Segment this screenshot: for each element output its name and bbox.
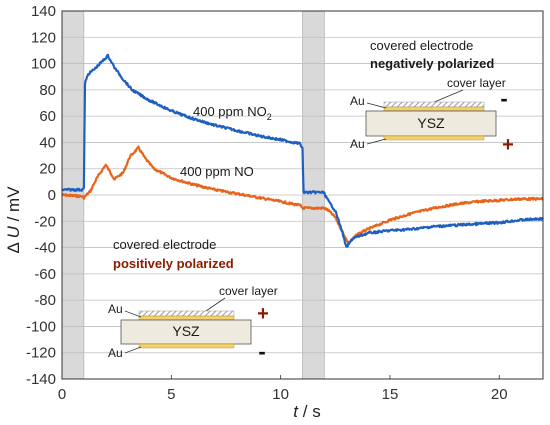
y-tick-label: -140 (26, 371, 56, 388)
series-lines (61, 53, 544, 248)
inset-bl-au-top (138, 315, 235, 321)
x-axis-title-unit: / s (298, 402, 321, 421)
y-tick-label: 120 (31, 29, 56, 46)
inset-bl-ysz-label: YSZ (172, 323, 200, 339)
y-tick-labels: 140 120 100 80 60 40 20 0 -20 -40 -60 -80 -100 -120 -1… (26, 3, 56, 388)
inset-tr-au-top-label: Au (350, 94, 365, 108)
x-tick-label: 15 (382, 386, 399, 403)
top-right-note-line2: negatively polarized (370, 56, 494, 71)
inset-bl-au-bottom-pointer (124, 346, 142, 354)
inset-tr-ysz-label: YSZ (417, 115, 445, 131)
inset-tr-au-top-pointer (366, 102, 387, 109)
inset-bl-sign-top: + (257, 303, 269, 325)
inset-bl-au-top-label: Au (108, 302, 123, 316)
y-axis-title-prefix: Δ (4, 238, 23, 253)
inset-bl-cover-layer-pointer (202, 297, 226, 314)
y-axis-title: Δ U / mV (4, 186, 23, 254)
inset-tr-au-bottom-pointer (366, 138, 387, 145)
y-tick-label: -120 (26, 345, 56, 362)
y-tick-label: -60 (34, 266, 56, 283)
inset-tr-sign-top: - (500, 86, 507, 111)
y-tick-label: 40 (39, 134, 56, 151)
inset-tr-cover-layer-label: cover layer (447, 76, 506, 90)
y-tick-label: -40 (34, 240, 56, 257)
inset-bl-au-bottom (138, 343, 235, 349)
x-tick-label: 5 (167, 386, 175, 403)
no-series-label: 400 ppm NO (180, 164, 254, 179)
no2-series-label: 400 ppm NO2 (193, 104, 272, 122)
y-tick-label: 0 (48, 187, 56, 204)
inset-tr-au-top (383, 106, 485, 112)
inset-bl-sign-bottom: - (258, 339, 265, 364)
x-tick-label: 0 (58, 386, 66, 403)
y-tick-label: -80 (34, 292, 56, 309)
bottom-left-note-line1: covered electrode (113, 237, 216, 252)
y-tick-label: 80 (39, 82, 56, 99)
y-tick-label: -20 (34, 213, 56, 230)
y-axis-title-unit: / mV (4, 186, 23, 226)
x-axis-title: t / s (293, 402, 320, 421)
series-line-no2 (61, 53, 544, 248)
inset-bl-cover-layer-label: cover layer (219, 284, 278, 298)
bottom-left-note-line2: positively polarized (113, 256, 234, 271)
inset-tr-au-bottom (383, 135, 485, 141)
top-right-note-line1: covered electrode (370, 38, 473, 53)
x-axis-title-var: t (293, 402, 299, 421)
plot-frame (61, 10, 544, 380)
inset-tr-sign-bottom: + (502, 134, 514, 156)
no2-series-label-main: 400 ppm NO (193, 104, 267, 119)
y-tick-label: 60 (39, 108, 56, 125)
sensor-inset-top-right: cover layer YSZ Au Au - + (350, 76, 514, 156)
inset-tr-cover-layer (383, 101, 485, 108)
x-tick-labels: 0 5 10 15 20 (58, 375, 508, 403)
y-axis-title-var: U (4, 225, 23, 238)
inset-bl-au-bottom-label: Au (108, 346, 123, 360)
inset-bl-cover-layer (138, 310, 235, 317)
sensor-inset-bottom-left: cover layer YSZ Au Au + - (108, 284, 278, 364)
x-tick-label: 10 (272, 386, 289, 403)
no2-series-label-sub: 2 (267, 112, 272, 122)
y-tick-label: 100 (31, 56, 56, 73)
series-line-no (61, 145, 544, 246)
y-tick-label: 20 (39, 161, 56, 178)
x-tick-label: 20 (491, 386, 508, 403)
inset-bl-au-top-pointer (124, 310, 142, 318)
y-tick-label: -100 (26, 318, 56, 335)
inset-tr-au-bottom-label: Au (350, 137, 365, 151)
inset-tr-cover-layer-pointer (431, 89, 464, 104)
y-tick-label: 140 (31, 3, 56, 20)
